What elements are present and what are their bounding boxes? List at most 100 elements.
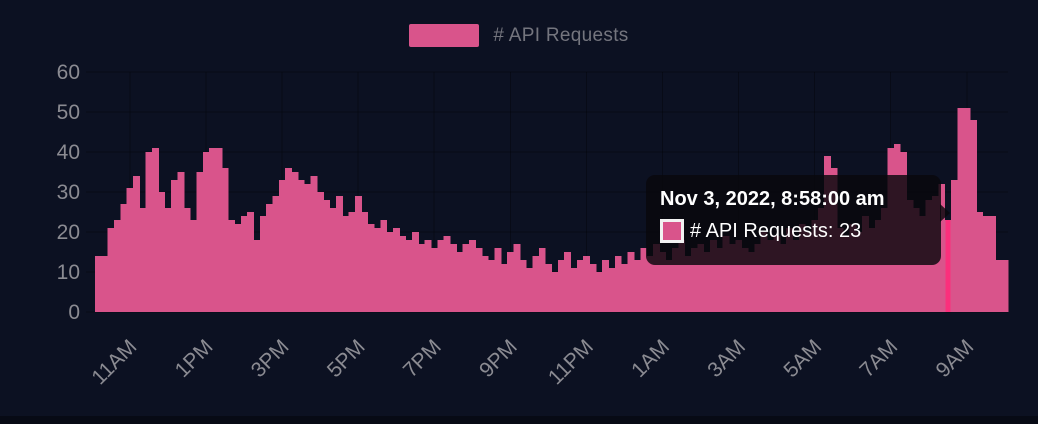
bar[interactable] — [507, 252, 514, 312]
bar[interactable] — [646, 256, 654, 312]
bar[interactable] — [190, 220, 197, 312]
bar[interactable] — [779, 244, 787, 312]
bar[interactable] — [437, 240, 445, 312]
bar[interactable] — [418, 244, 426, 312]
bar[interactable] — [114, 220, 121, 312]
bar[interactable] — [513, 244, 521, 312]
bar[interactable] — [545, 264, 552, 312]
bar[interactable] — [678, 240, 686, 312]
bar[interactable] — [969, 120, 977, 312]
bar[interactable] — [278, 180, 286, 312]
bar[interactable] — [716, 248, 724, 312]
bar[interactable] — [583, 256, 591, 312]
bar[interactable] — [462, 244, 470, 312]
bar[interactable] — [443, 236, 451, 312]
bar[interactable] — [703, 252, 711, 312]
bar[interactable] — [266, 204, 274, 312]
bar[interactable] — [748, 252, 755, 312]
bar[interactable] — [361, 212, 369, 312]
bar[interactable] — [602, 260, 610, 312]
bar[interactable] — [342, 216, 350, 312]
bar[interactable] — [234, 224, 242, 312]
bar[interactable] — [386, 232, 394, 312]
bar[interactable] — [139, 208, 147, 312]
bar[interactable] — [291, 172, 299, 312]
bar[interactable] — [240, 216, 248, 312]
bar[interactable] — [729, 244, 736, 312]
bar[interactable] — [500, 264, 508, 312]
bar[interactable] — [811, 220, 819, 312]
bar[interactable] — [665, 260, 673, 312]
bar[interactable] — [171, 180, 178, 312]
bar[interactable] — [405, 240, 413, 312]
bar[interactable] — [145, 152, 153, 312]
bar[interactable] — [177, 172, 185, 312]
bar[interactable] — [152, 148, 159, 312]
bar[interactable] — [950, 180, 958, 312]
bar[interactable] — [221, 168, 229, 312]
bar[interactable] — [120, 204, 128, 312]
bar[interactable] — [608, 268, 616, 312]
bar[interactable] — [253, 240, 261, 312]
legend[interactable]: # API Requests — [0, 24, 1038, 47]
bar[interactable] — [855, 232, 863, 312]
bar[interactable] — [595, 272, 603, 312]
bar[interactable] — [329, 208, 337, 312]
bar[interactable] — [456, 252, 464, 312]
bar[interactable] — [164, 208, 172, 312]
bar[interactable] — [431, 248, 438, 312]
bar[interactable] — [735, 240, 743, 312]
bar[interactable] — [519, 260, 527, 312]
bar[interactable] — [564, 252, 572, 312]
bar[interactable] — [690, 248, 698, 312]
bar[interactable] — [228, 220, 235, 312]
bar[interactable] — [107, 228, 115, 312]
bar[interactable] — [367, 224, 375, 312]
bar[interactable] — [671, 248, 679, 312]
bar[interactable] — [836, 228, 844, 312]
bar[interactable] — [957, 108, 965, 312]
bar[interactable] — [310, 176, 318, 312]
bar[interactable] — [640, 248, 648, 312]
bar[interactable] — [450, 244, 457, 312]
bar[interactable] — [158, 192, 166, 312]
bar[interactable] — [209, 148, 216, 312]
bar[interactable] — [576, 260, 584, 312]
bar[interactable] — [297, 180, 305, 312]
bar[interactable] — [526, 268, 533, 312]
bar[interactable] — [285, 168, 293, 312]
bar[interactable] — [627, 252, 635, 312]
bar[interactable] — [392, 228, 400, 312]
bar[interactable] — [614, 256, 622, 312]
bar[interactable] — [805, 232, 812, 312]
bar[interactable] — [488, 260, 495, 312]
bar[interactable] — [399, 236, 407, 312]
bar[interactable] — [798, 224, 806, 312]
bar[interactable] — [995, 260, 1003, 312]
bar[interactable] — [621, 264, 629, 312]
bar[interactable] — [633, 260, 641, 312]
bar[interactable] — [982, 216, 990, 312]
bar[interactable] — [976, 212, 984, 312]
bar[interactable] — [760, 232, 768, 312]
bar[interactable] — [247, 212, 255, 312]
bar[interactable] — [215, 148, 223, 312]
bar[interactable] — [126, 188, 134, 312]
bar[interactable] — [767, 240, 774, 312]
bar[interactable] — [354, 196, 362, 312]
bar[interactable] — [754, 244, 762, 312]
bar[interactable] — [792, 240, 800, 312]
bar[interactable] — [196, 172, 204, 312]
bar[interactable] — [786, 228, 793, 312]
bar[interactable] — [183, 208, 191, 312]
bar[interactable] — [843, 236, 850, 312]
bar[interactable] — [652, 244, 660, 312]
bar[interactable] — [272, 196, 280, 312]
bar[interactable] — [741, 248, 749, 312]
bar[interactable] — [570, 268, 578, 312]
bar[interactable] — [868, 228, 876, 312]
bar[interactable] — [874, 220, 882, 312]
bar[interactable] — [1001, 260, 1009, 312]
bar[interactable] — [938, 184, 946, 312]
